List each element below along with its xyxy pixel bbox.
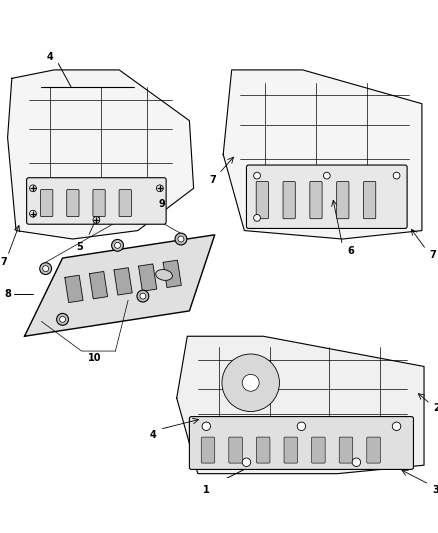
FancyBboxPatch shape: [41, 190, 53, 216]
Circle shape: [30, 211, 36, 217]
Circle shape: [175, 233, 187, 245]
Text: 7: 7: [429, 250, 436, 260]
Polygon shape: [7, 70, 194, 239]
Circle shape: [178, 236, 184, 242]
Circle shape: [156, 185, 163, 192]
Polygon shape: [25, 235, 215, 336]
Circle shape: [392, 422, 401, 431]
FancyBboxPatch shape: [189, 417, 413, 470]
Circle shape: [93, 216, 100, 223]
Text: 7: 7: [0, 257, 7, 267]
Circle shape: [202, 422, 211, 431]
Polygon shape: [177, 336, 424, 474]
Polygon shape: [223, 70, 422, 239]
FancyBboxPatch shape: [367, 437, 380, 463]
Circle shape: [352, 458, 360, 466]
FancyBboxPatch shape: [364, 182, 376, 219]
Circle shape: [30, 185, 36, 192]
Text: 6: 6: [347, 246, 354, 256]
FancyBboxPatch shape: [119, 190, 131, 216]
Circle shape: [42, 265, 49, 272]
FancyBboxPatch shape: [311, 437, 325, 463]
Circle shape: [323, 172, 330, 179]
Text: 5: 5: [76, 241, 83, 252]
FancyBboxPatch shape: [310, 182, 322, 219]
Circle shape: [140, 293, 146, 299]
Text: 7: 7: [209, 175, 216, 185]
Circle shape: [254, 214, 261, 221]
FancyBboxPatch shape: [337, 182, 349, 219]
Text: 3: 3: [432, 484, 438, 495]
Text: 9: 9: [159, 199, 165, 209]
FancyBboxPatch shape: [256, 182, 268, 219]
FancyBboxPatch shape: [67, 190, 79, 216]
Circle shape: [57, 313, 68, 325]
Circle shape: [222, 354, 279, 411]
Text: 4: 4: [150, 430, 157, 440]
FancyBboxPatch shape: [27, 177, 166, 224]
FancyBboxPatch shape: [256, 437, 270, 463]
Circle shape: [242, 458, 251, 466]
Text: 4: 4: [46, 52, 53, 62]
Text: 1: 1: [203, 484, 210, 495]
FancyBboxPatch shape: [229, 437, 242, 463]
Polygon shape: [163, 260, 181, 287]
Circle shape: [115, 243, 120, 248]
Text: 8: 8: [4, 289, 11, 299]
Polygon shape: [65, 275, 83, 303]
FancyBboxPatch shape: [284, 437, 297, 463]
Text: 10: 10: [88, 353, 101, 363]
Circle shape: [297, 422, 306, 431]
Polygon shape: [114, 268, 132, 295]
FancyBboxPatch shape: [283, 182, 295, 219]
Circle shape: [112, 239, 124, 251]
Circle shape: [242, 374, 259, 391]
Circle shape: [137, 290, 149, 302]
Polygon shape: [89, 271, 108, 299]
Text: 2: 2: [433, 403, 438, 413]
Circle shape: [40, 263, 52, 274]
Ellipse shape: [155, 270, 173, 280]
FancyBboxPatch shape: [93, 190, 105, 216]
FancyBboxPatch shape: [201, 437, 215, 463]
Polygon shape: [138, 264, 157, 291]
Circle shape: [60, 317, 66, 322]
FancyBboxPatch shape: [247, 165, 407, 229]
Circle shape: [393, 172, 400, 179]
FancyBboxPatch shape: [339, 437, 353, 463]
Circle shape: [254, 172, 261, 179]
